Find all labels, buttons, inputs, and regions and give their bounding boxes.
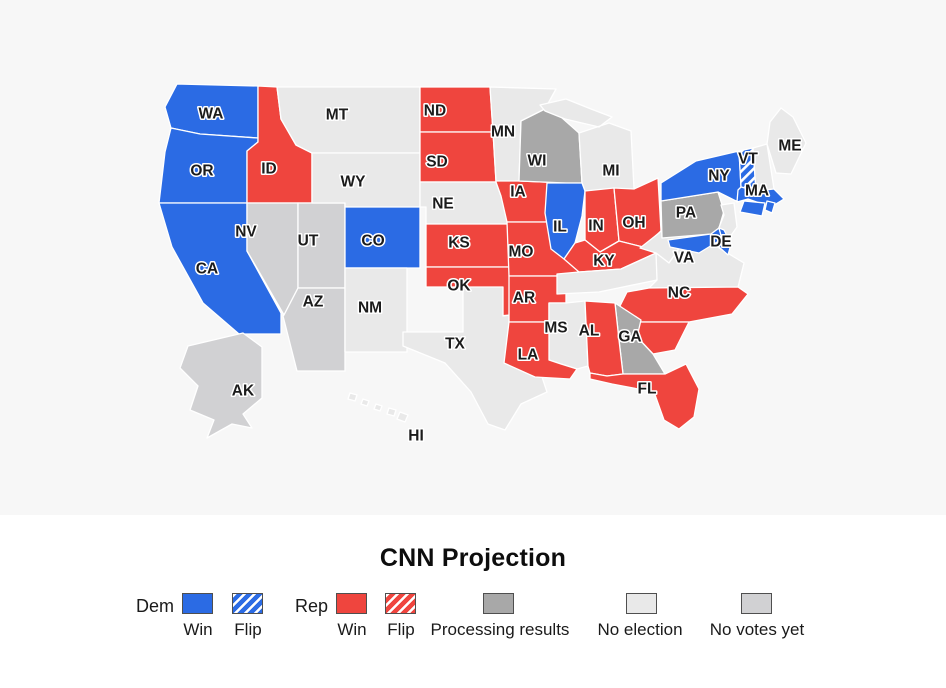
rep-win-swatch-icon bbox=[336, 593, 367, 614]
legend-rep-win-label: Win bbox=[337, 620, 367, 639]
legend-rep-label: Rep bbox=[295, 596, 329, 616]
legend-processing-label: Processing results bbox=[430, 620, 570, 639]
state-co[interactable] bbox=[344, 206, 421, 269]
legend-dem-flip-label: Flip bbox=[234, 620, 262, 639]
state-or[interactable] bbox=[158, 127, 259, 204]
state-me[interactable] bbox=[766, 107, 807, 175]
state-wy[interactable] bbox=[311, 152, 421, 208]
state-ut[interactable] bbox=[297, 202, 346, 289]
state-ak[interactable] bbox=[179, 332, 263, 439]
dem-win-swatch-icon bbox=[182, 593, 213, 614]
processing-swatch-icon bbox=[483, 593, 514, 614]
state-az[interactable] bbox=[282, 287, 346, 372]
legend-rep-flip-label: Flip bbox=[387, 620, 415, 639]
state-nc[interactable] bbox=[618, 286, 749, 323]
state-fl[interactable] bbox=[589, 363, 700, 430]
state-label-hi: HI bbox=[408, 428, 424, 445]
state-ks[interactable] bbox=[425, 223, 517, 268]
state-de[interactable] bbox=[718, 227, 732, 256]
us-map: WAORCAIDNVUTAZMTWYCONMNDSDNEKSOKTXMNIAMO… bbox=[158, 83, 807, 446]
legend-no-election-label: No election bbox=[597, 620, 683, 639]
state-hi[interactable] bbox=[347, 392, 409, 423]
legend-dem-label: Dem bbox=[136, 596, 175, 616]
state-nm[interactable] bbox=[344, 267, 408, 353]
page-title: CNN Projection bbox=[379, 544, 567, 572]
state-mt[interactable] bbox=[276, 86, 421, 154]
dem-flip-swatch-icon bbox=[232, 593, 263, 614]
no-votes-swatch-icon bbox=[741, 593, 772, 614]
legend-no-votes-label: No votes yet bbox=[709, 620, 805, 639]
state-ri[interactable] bbox=[764, 200, 776, 214]
state-sd[interactable] bbox=[419, 131, 497, 183]
states-layer bbox=[158, 83, 807, 439]
state-ct[interactable] bbox=[739, 200, 766, 217]
map-section: WA OR CA ID NV UT AZ MT WY CO NM ND SD NE KS OK TX MN IA MO… bbox=[158, 83, 807, 446]
no-election-swatch-icon bbox=[626, 593, 657, 614]
rep-flip-swatch-icon bbox=[385, 593, 416, 614]
state-va[interactable] bbox=[648, 230, 745, 289]
state-la[interactable] bbox=[503, 321, 578, 380]
state-ms[interactable] bbox=[548, 300, 589, 370]
legend-dem-win-label: Win bbox=[183, 620, 213, 639]
state-nd[interactable] bbox=[419, 86, 494, 133]
state-in[interactable] bbox=[584, 187, 620, 253]
